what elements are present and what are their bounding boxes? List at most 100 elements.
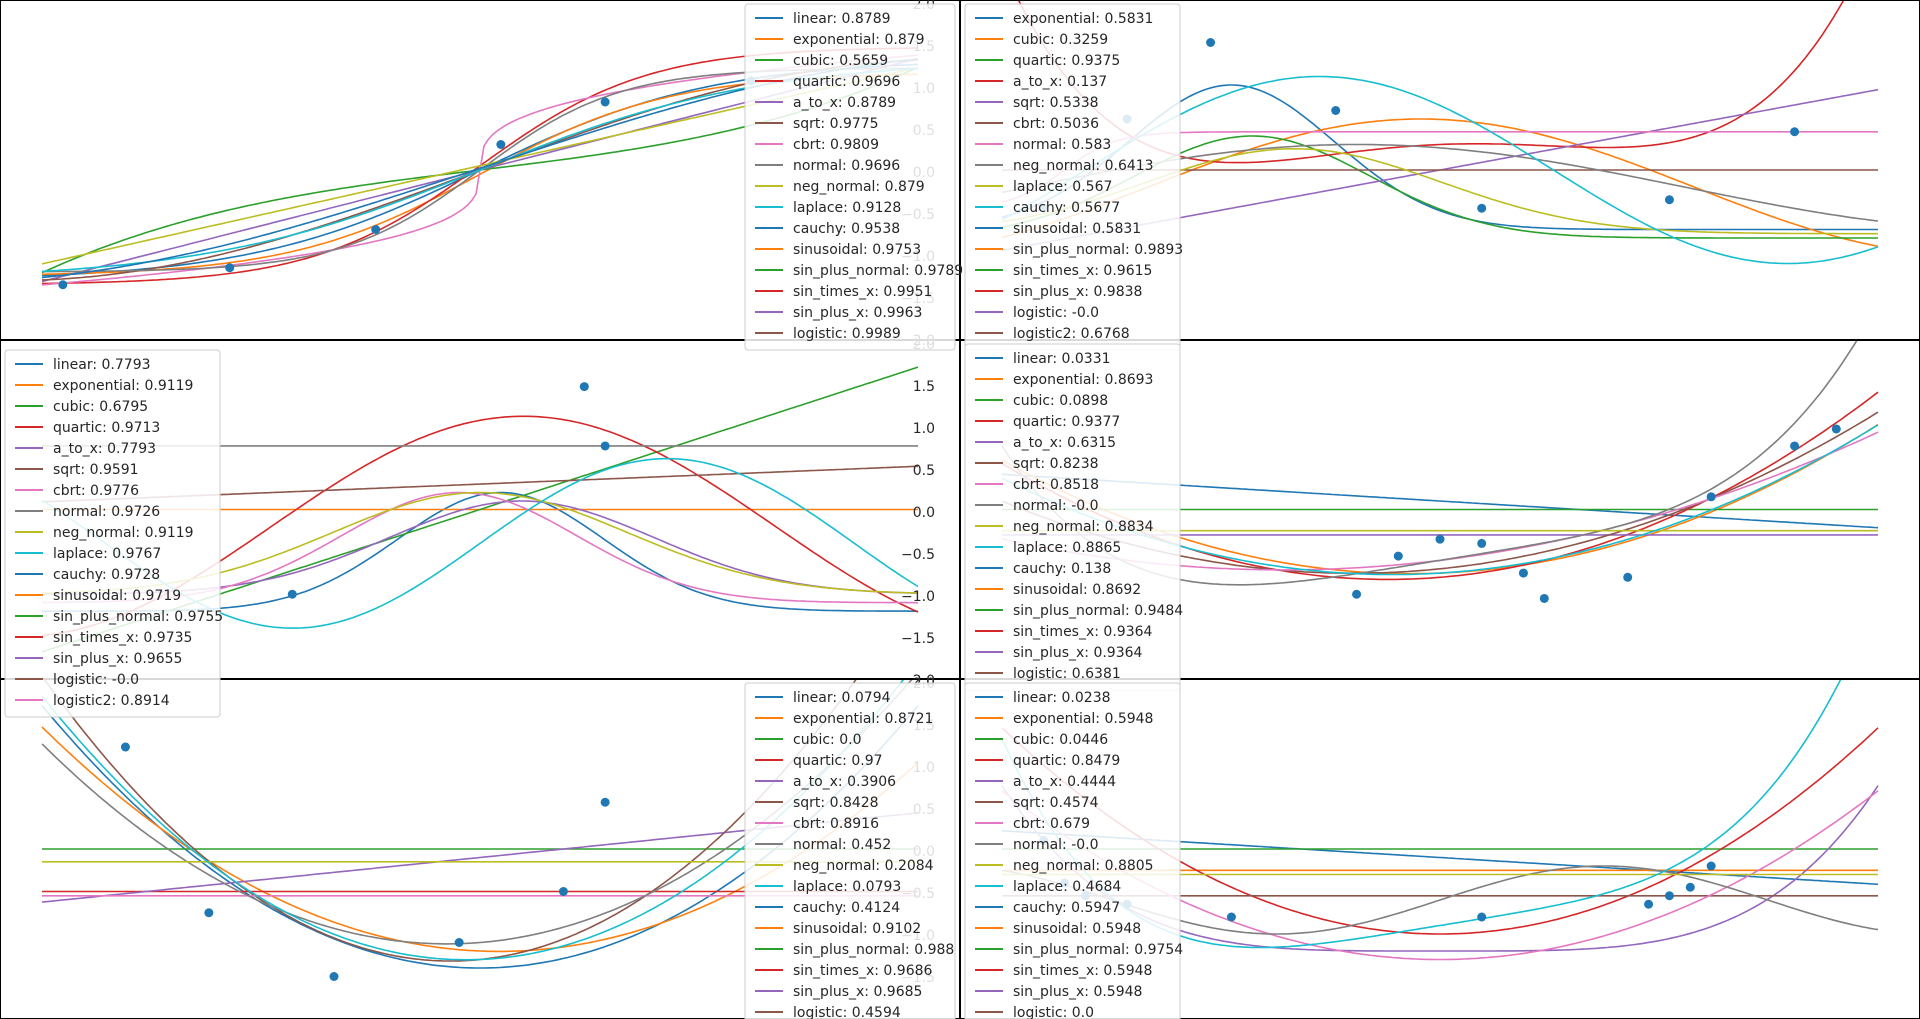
legend-entry: cbrt: 0.9809 [793,137,879,153]
legend-entry: a_to_x: 0.8789 [793,95,896,111]
legend-entry: a_to_x: 0.4444 [1013,774,1116,790]
legend-entry: sinusoidal: 0.9102 [793,921,921,937]
data-point [1518,568,1528,578]
legend-entry: sinusoidal: 0.5831 [1013,221,1141,237]
legend-entry: sqrt: 0.5338 [1013,95,1099,111]
legend-entry: cubic: 0.0 [793,732,861,748]
legend-entry: exponential: 0.5948 [1013,711,1153,727]
data-point [1331,106,1341,115]
legend-entry: sin_plus_x: 0.9685 [793,984,922,1000]
legend-entry: cbrt: 0.5036 [1013,116,1099,132]
data-point [558,887,568,896]
legend-entry: sqrt: 0.8428 [793,795,879,811]
legend-entry: a_to_x: 0.137 [1013,74,1107,90]
legend-entry: sinusoidal: 0.5948 [1013,921,1141,937]
legend-entry: cubic: 0.6795 [53,399,148,415]
legend-entry: quartic: 0.9375 [1013,53,1120,69]
legend-entry: normal: 0.9696 [793,158,900,174]
legend-entry: sin_times_x: 0.5948 [1013,963,1152,979]
legend-entry: normal: -0.0 [1013,498,1099,514]
legend-entry: logistic: 0.9989 [793,326,901,342]
legend-entry: exponential: 0.9119 [53,378,193,394]
legend-entry: neg_normal: 0.2084 [793,858,934,874]
y-tick-label: −0.5 [901,547,935,563]
data-point [1790,441,1800,451]
legend-entry: sin_plus_x: 0.9963 [793,305,922,321]
legend-entry: sin_times_x: 0.9951 [793,284,932,300]
data-point [1352,589,1362,599]
data-point [1393,551,1403,561]
data-point [371,225,381,234]
legend-entry: linear: 0.0238 [1013,690,1111,706]
legend-entry: a_to_x: 0.3906 [793,774,896,790]
legend-entry: logistic2: 0.8914 [53,693,170,709]
y-tick-label: −1.5 [901,631,935,647]
legend-entry: sinusoidal: 0.9719 [53,588,181,604]
legend-box [744,682,956,1019]
legend-entry: sin_plus_normal: 0.9484 [1013,603,1183,619]
legend-entry: sinusoidal: 0.9753 [793,242,921,258]
legend-entry: cauchy: 0.4124 [793,900,900,916]
data-point [1539,593,1549,603]
legend-entry: cubic: 0.3259 [1013,32,1108,48]
legend-box [744,3,956,351]
legend-box [964,682,1181,1019]
legend-entry: linear: 0.7793 [53,357,151,373]
data-point [1664,195,1674,205]
legend-entry: cbrt: 0.9776 [53,483,139,499]
legend-entry: cauchy: 0.5677 [1013,200,1120,216]
data-point [579,382,589,392]
data-point [1644,899,1654,909]
data-point [287,589,297,599]
legend-entry: cauchy: 0.9538 [793,221,900,237]
legend-entry: sin_plus_normal: 0.9789 [793,263,963,279]
legend-entry: laplace: 0.4684 [1013,879,1121,895]
legend-entry: cauchy: 0.9728 [53,567,160,583]
legend-entry: neg_normal: 0.8834 [1013,519,1154,535]
legend-entry: sin_plus_normal: 0.9893 [1013,242,1183,258]
legend-entry: sin_times_x: 0.9686 [793,963,933,979]
data-point [1706,492,1716,502]
subplot-frame [0,0,960,340]
legend-entry: cauchy: 0.138 [1013,561,1111,577]
legend-entry: cauchy: 0.5947 [1013,900,1120,916]
legend-entry: cbrt: 0.8916 [793,816,879,832]
legend-entry: sqrt: 0.4574 [1013,795,1099,811]
legend-entry: sin_times_x: 0.9615 [1013,263,1152,279]
y-tick-label: 0.5 [913,463,935,479]
legend-entry: logistic: 0.4594 [793,1005,901,1019]
data-point [1226,912,1236,922]
legend-entry: laplace: 0.8865 [1013,540,1121,556]
legend-entry: cbrt: 0.679 [1013,816,1090,832]
legend-entry: normal: 0.452 [793,837,891,853]
legend-entry: neg_normal: 0.8805 [1013,858,1154,874]
legend-entry: laplace: 0.9128 [793,200,901,216]
legend-4: linear: 0.0331 exponential: 0.8693 cubic: … [964,343,1183,691]
legend-entry: a_to_x: 0.7793 [53,441,156,457]
data-point [1831,424,1841,434]
data-point [1685,882,1695,892]
y-tick-label: 1.0 [913,421,935,437]
legend-entry: linear: 0.0331 [1013,351,1111,367]
legend-entry: quartic: 0.9377 [1013,414,1120,430]
legend-entry: logistic: -0.0 [1013,305,1099,321]
legend-entry: laplace: 0.9767 [53,546,161,562]
data-point [58,280,68,290]
legend-layer: linear: 0.8789 exponential: 0.879 cubic: 0… [4,3,1183,1019]
legend-entry: laplace: 0.567 [1013,179,1112,195]
data-point [120,742,130,752]
legend-entry: sqrt: 0.8238 [1013,456,1099,472]
subplot-frame [0,340,960,679]
data-point [1206,38,1216,47]
legend-entry: logistic: -0.0 [53,672,139,688]
legend-entry: sin_plus_normal: 0.988 [793,942,954,958]
data-point [600,441,610,451]
legend-entry: sin_plus_x: 0.9655 [53,651,182,667]
legend-1: linear: 0.8789 exponential: 0.879 cubic: 0… [744,3,963,351]
legend-entry: a_to_x: 0.6315 [1013,435,1116,451]
data-point [329,972,339,981]
legend-entry: cubic: 0.0446 [1013,732,1108,748]
legend-entry: neg_normal: 0.879 [793,179,925,195]
legend-entry: neg_normal: 0.9119 [53,525,194,541]
